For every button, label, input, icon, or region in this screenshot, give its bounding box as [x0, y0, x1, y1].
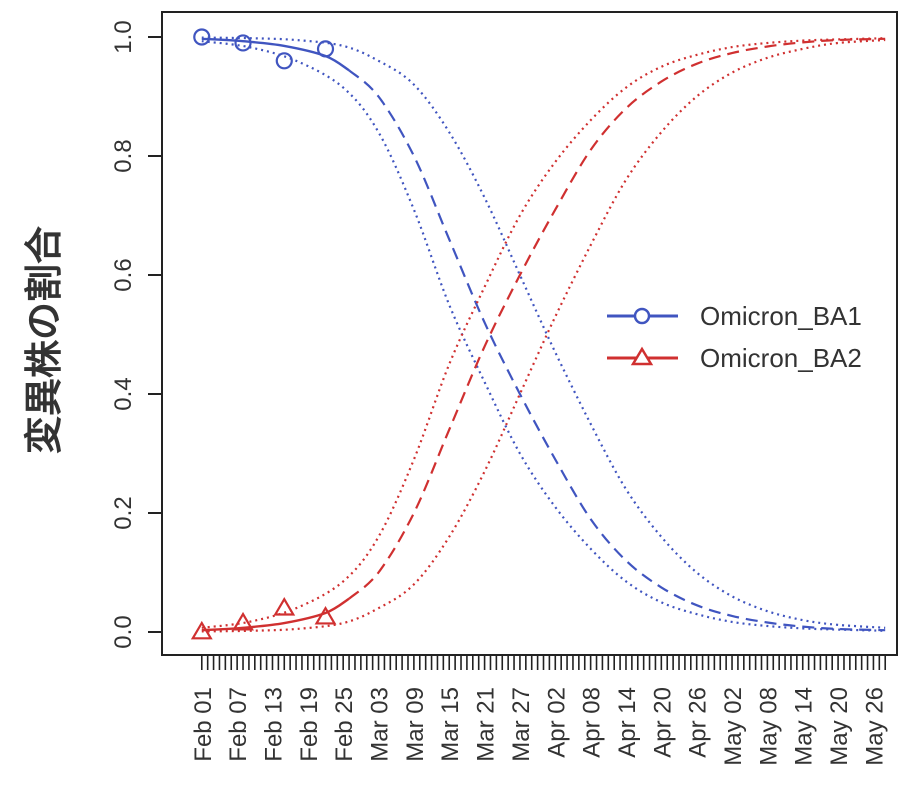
observed-point	[234, 34, 252, 52]
y-tick-label: 0.4	[110, 377, 137, 410]
legend-marker	[630, 346, 654, 366]
ci-upper-line	[201, 36, 886, 629]
x-tick-label: Feb 01	[190, 687, 217, 762]
plot-frame	[161, 11, 898, 656]
observed-point	[275, 52, 293, 70]
x-tick-label: Apr 20	[649, 687, 676, 758]
x-tick-label: May 20	[826, 687, 853, 766]
x-tick-label: May 14	[791, 687, 818, 766]
x-tick-label: Mar 21	[473, 687, 500, 762]
series-layer	[190, 28, 886, 640]
x-tick-label: Feb 25	[331, 687, 358, 762]
x-tick-label: Apr 26	[685, 687, 712, 758]
observed-point	[316, 40, 335, 58]
projection-line	[348, 37, 886, 600]
observed-point	[193, 28, 211, 46]
projection-line	[348, 69, 886, 632]
x-tick-label: Mar 09	[402, 687, 429, 762]
y-tick-label: 0.6	[110, 258, 137, 291]
observed-point	[314, 605, 337, 625]
y-tick-label: 1.0	[110, 20, 137, 53]
fit-line	[201, 37, 350, 72]
y-tick-label: 0.8	[110, 139, 137, 172]
x-tick-label: Apr 08	[579, 687, 606, 758]
legend-marker	[633, 307, 651, 325]
ci-lower-line	[201, 38, 886, 633]
x-tick-label: May 08	[755, 687, 782, 766]
y-tick-label: 0.2	[110, 496, 137, 529]
series-Omicron_BA1	[193, 28, 886, 632]
x-tick-label: Mar 27	[508, 687, 535, 762]
x-tick-label: Mar 03	[367, 687, 394, 762]
ci-lower-line	[201, 40, 886, 632]
observed-point	[190, 620, 213, 640]
x-tick-label: Apr 02	[543, 687, 570, 758]
x-tick-label: Feb 07	[225, 687, 252, 762]
observed-point	[232, 611, 254, 631]
x-tick-label: Feb 13	[260, 687, 287, 762]
x-tick-label: May 02	[720, 687, 747, 766]
x-tick-label: Mar 15	[437, 687, 464, 762]
observed-point	[273, 597, 296, 616]
legend-item-Omicron_BA1: Omicron_BA1	[607, 301, 862, 331]
series-Omicron_BA2	[190, 37, 886, 640]
x-tick-label: Apr 14	[614, 687, 641, 758]
legend-label: Omicron_BA2	[700, 343, 862, 373]
ci-upper-line	[201, 37, 886, 629]
y-axis-title: 変異株の割合	[22, 226, 66, 454]
legend-item-Omicron_BA2: Omicron_BA2	[607, 343, 862, 373]
x-axis: Feb 01 Feb 07 Feb 13 Feb 19 Feb 25 Mar 03 Mar …	[190, 654, 888, 766]
x-tick-label: Feb 19	[296, 687, 323, 762]
y-axis: 0.0 0.2 0.4 0.6 0.8 1.0	[110, 20, 163, 649]
x-tick-label: May 26	[861, 687, 888, 766]
fit-line	[201, 597, 350, 632]
legend: Omicron_BA1 Omicron_BA2	[607, 301, 862, 373]
y-tick-label: 0.0	[110, 615, 137, 648]
legend-label: Omicron_BA1	[700, 301, 862, 331]
